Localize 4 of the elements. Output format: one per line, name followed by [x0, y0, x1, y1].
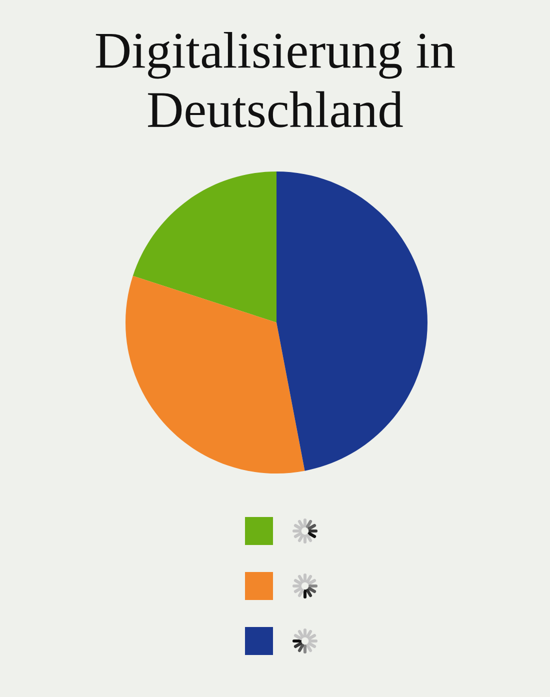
pie-slice — [276, 172, 428, 471]
pie-slice — [126, 276, 305, 474]
pie-slice — [132, 172, 276, 322]
chart-title: Digitalisierung in Deutschland — [96, 32, 455, 128]
